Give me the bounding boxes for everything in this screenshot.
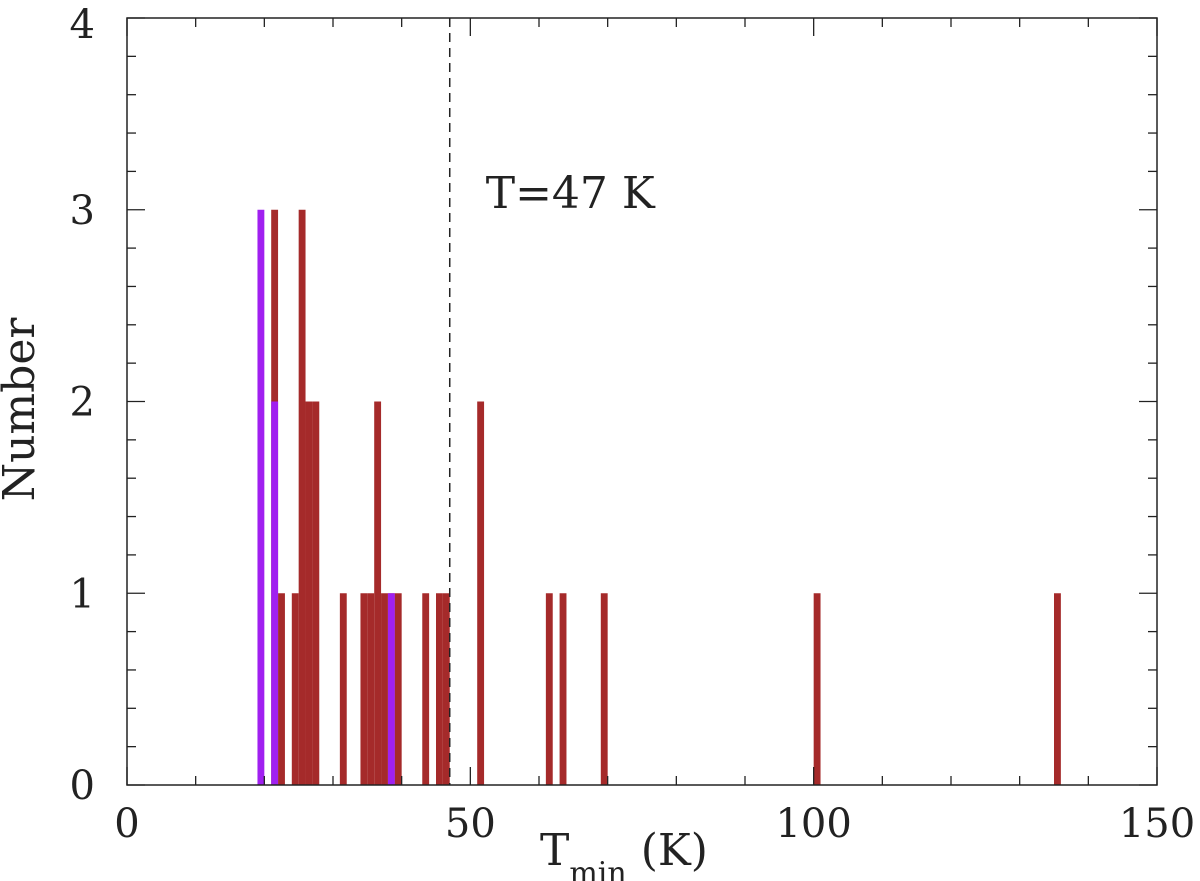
bar-series0-4 [305,401,313,785]
y-tick-label: 3 [70,188,95,234]
bar-series1-2 [387,593,395,785]
x-tick-label: 0 [114,801,139,847]
y-tick-label: 1 [70,571,95,617]
bar-series0-14 [436,593,443,785]
x-tick-label: 150 [1119,801,1195,847]
y-axis-label: Number [0,317,45,502]
bar-series0-18 [559,593,567,785]
x-axis-label-symbol: T [540,825,569,876]
bar-series0-9 [374,401,382,785]
bar-series0-10 [381,593,388,785]
bar-series0-5 [312,401,320,785]
bar-series1-0 [257,209,265,785]
x-tick-label: 100 [775,801,851,847]
bar-series0-13 [422,593,430,785]
x-axis-label-subscript: min [569,856,626,881]
plot-frame [126,17,1158,786]
tick-labels: 0 50 100 150 0 1 2 3 4 [70,2,1196,847]
threshold-label: T=47 K [486,168,656,219]
x-tick-label: 50 [445,801,496,847]
y-tick-label: 0 [70,763,95,809]
y-tick-label: 4 [70,2,95,48]
x-axis-label: Tmin (K) [540,825,708,881]
bar-series1-1 [271,401,279,785]
bar-series0-21 [1054,593,1061,785]
bar-series0-17 [545,593,553,785]
bar-series0-7 [360,593,368,785]
bar-series0-2 [291,593,299,785]
bar-series0-19 [600,593,608,785]
bar-series0-3 [298,209,306,785]
bar-series0-20 [813,593,821,785]
x-axis-label-unit: (K) [627,825,708,876]
bar-series0-15 [442,593,450,785]
histogram-bars [257,209,1061,785]
bar-series0-8 [367,593,375,785]
bar-series0-1 [278,593,285,785]
bar-series0-6 [339,593,347,785]
y-tick-label: 2 [70,380,95,426]
bar-series0-16 [477,401,485,785]
bar-series0-12 [394,593,402,785]
